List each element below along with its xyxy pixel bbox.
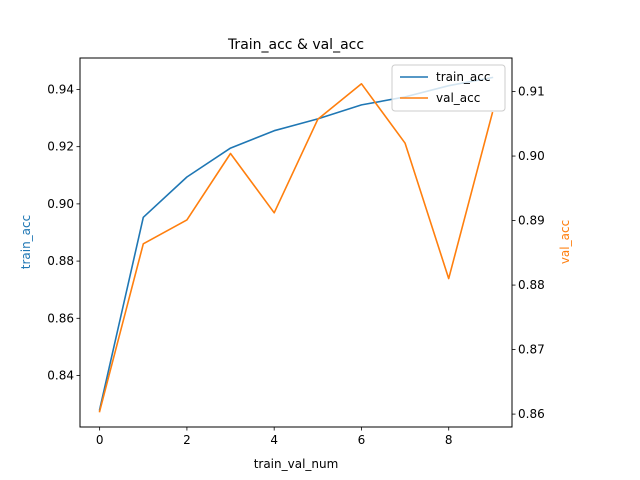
- right-y-tick-label: 0.87: [518, 343, 545, 357]
- left-y-tick-label: 0.88: [47, 254, 74, 268]
- left-y-tick-label: 0.84: [47, 369, 74, 383]
- left-y-axis-ticks: 0.84 0.86 0.88 0.90 0.92 0.94: [47, 82, 80, 383]
- series-line-val-acc: [98, 83, 494, 413]
- plot-frame: [79, 57, 513, 428]
- right-y-tick-label: 0.89: [518, 214, 545, 228]
- right-y-axis-ticks: 0.86 0.87 0.88 0.89 0.90 0.91: [512, 85, 545, 421]
- x-tick-label: 4: [270, 433, 278, 447]
- right-y-tick-label: 0.91: [518, 85, 545, 99]
- left-y-tick-label: 0.90: [47, 197, 74, 211]
- plot-marks: [98, 76, 494, 413]
- left-y-axis-label: train_acc: [19, 215, 33, 269]
- series-line-train-acc: [98, 76, 494, 411]
- left-y-tick-label: 0.86: [47, 311, 74, 325]
- left-y-tick-label: 0.94: [47, 82, 74, 96]
- right-y-tick-label: 0.90: [518, 149, 545, 163]
- chart-title: Train_acc & val_acc: [227, 37, 364, 53]
- right-y-axis-label: val_acc: [558, 220, 572, 264]
- x-tick-label: 2: [183, 433, 191, 447]
- legend-label-val-acc: val_acc: [436, 91, 480, 105]
- x-axis-label: train_val_num: [254, 457, 339, 471]
- x-tick-label: 8: [445, 433, 453, 447]
- x-tick-label: 6: [358, 433, 366, 447]
- right-y-tick-label: 0.88: [518, 278, 545, 292]
- left-y-tick-label: 0.92: [47, 140, 74, 154]
- legend-label-train-acc: train_acc: [436, 70, 490, 84]
- x-tick-label: 0: [96, 433, 104, 447]
- right-y-tick-label: 0.86: [518, 407, 545, 421]
- x-axis-ticks: 0 2 4 6 8: [96, 427, 453, 447]
- legend: train_acc val_acc: [391, 64, 506, 112]
